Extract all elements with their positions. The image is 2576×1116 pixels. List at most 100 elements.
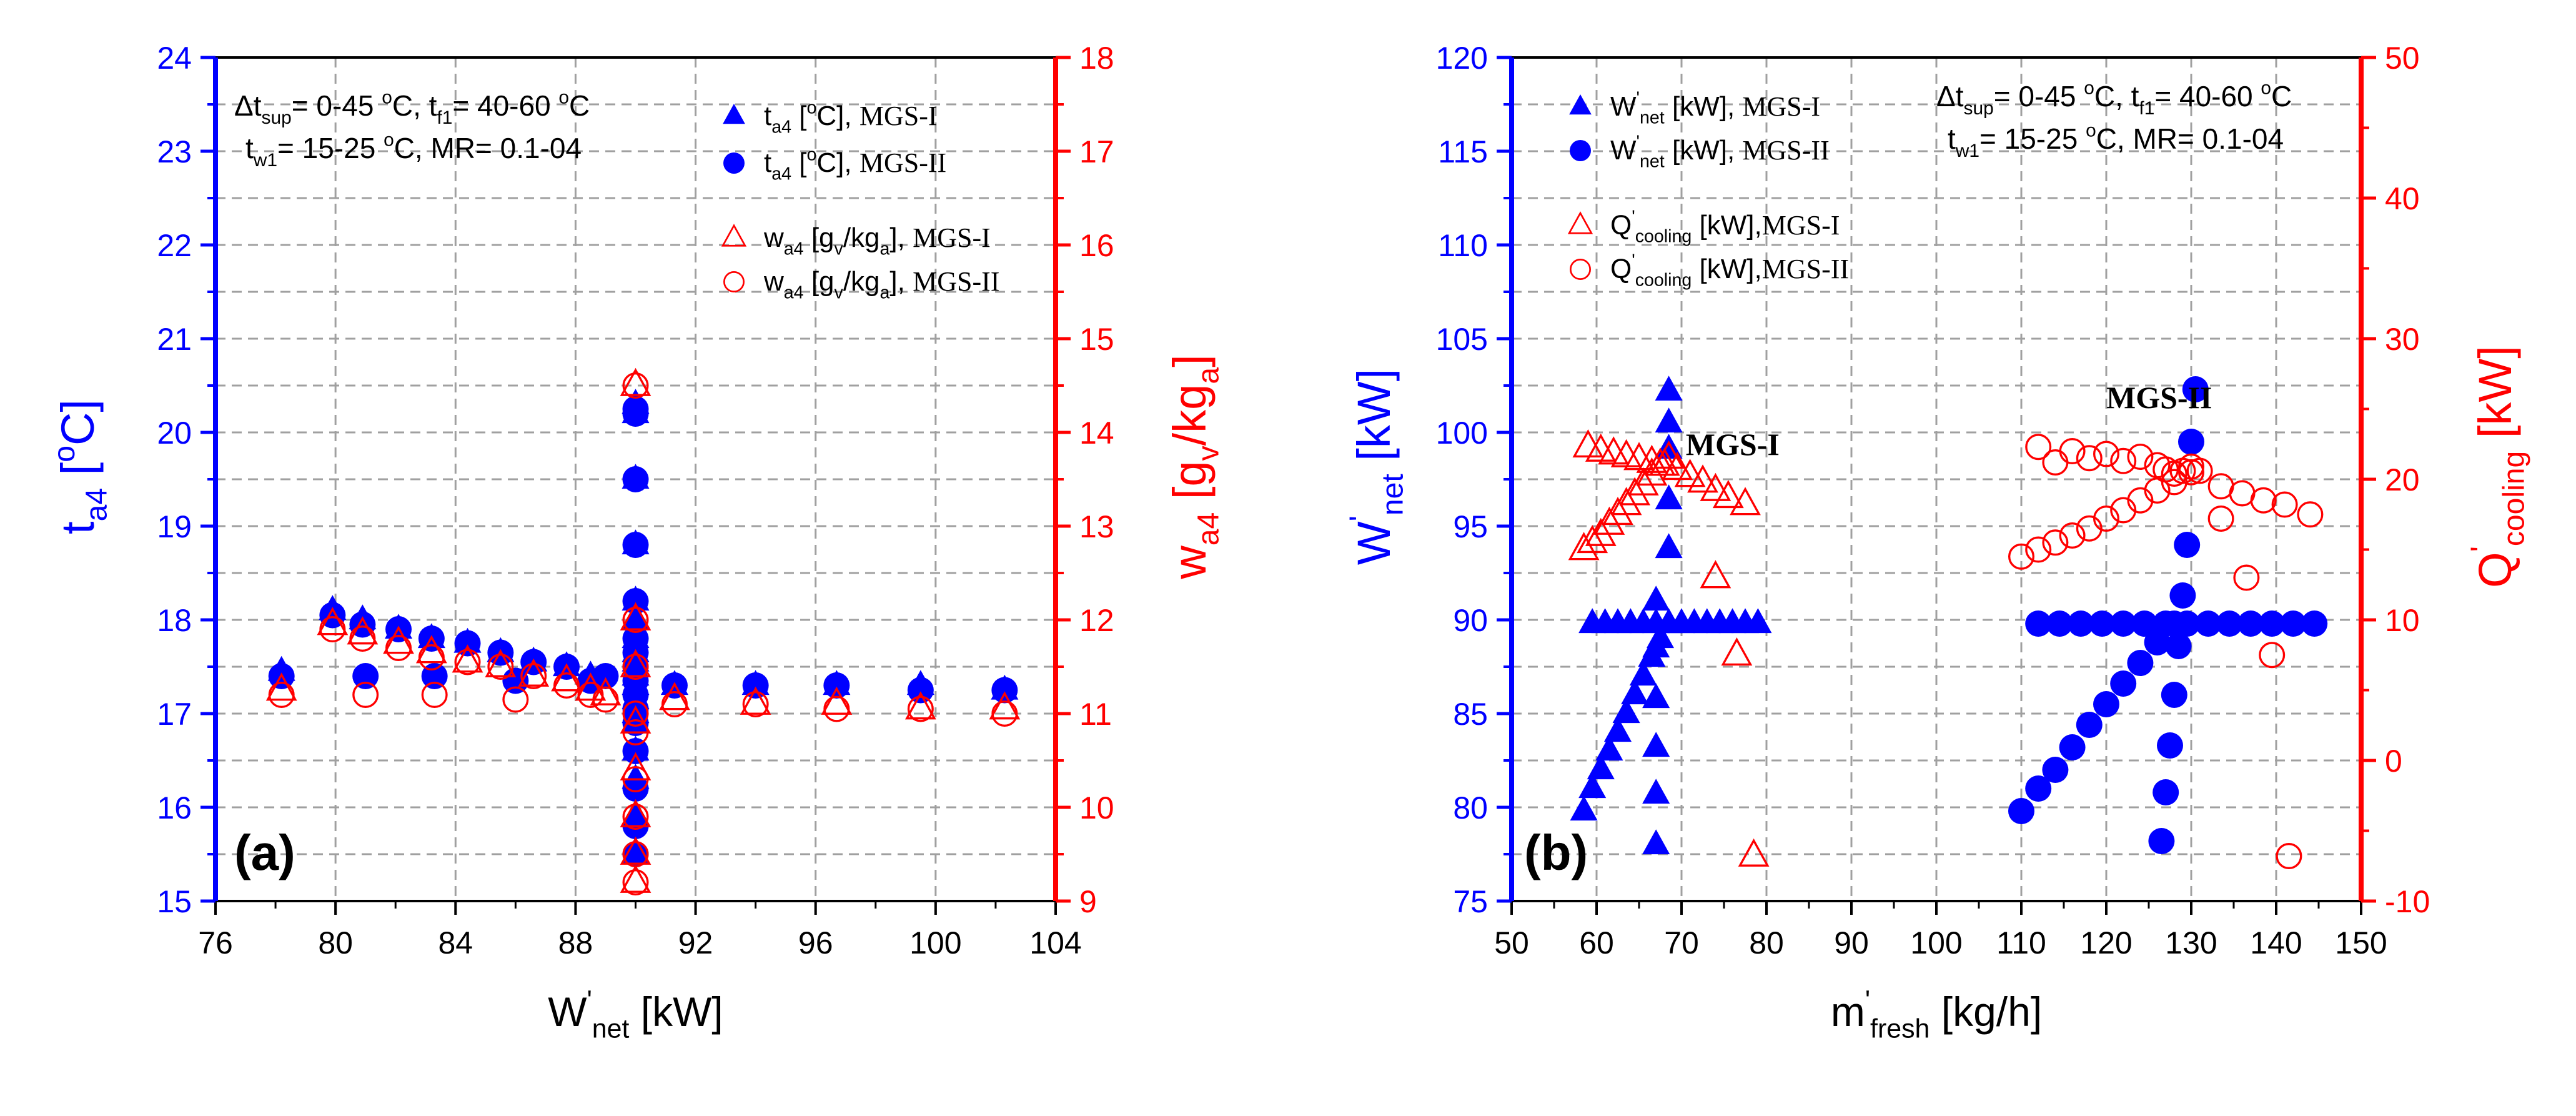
y-right-tick-label: 18 bbox=[1079, 41, 1114, 76]
data-point bbox=[352, 663, 379, 689]
legend-label-part-4: MGS-I bbox=[1762, 210, 1840, 241]
panel-a-conditions-line1-part-2: = 0-45 bbox=[292, 89, 382, 122]
legend-label-part-4: C], bbox=[816, 147, 859, 178]
panel-b-conditions-line2-part-0: t bbox=[1948, 122, 1956, 155]
panel-b-conditions-line2: tw1= 15-25 oC, MR= 0.1-04 bbox=[1948, 121, 2284, 161]
data-point bbox=[1674, 459, 1706, 487]
x-tick-label: 120 bbox=[2080, 925, 2132, 960]
legend-marker bbox=[1569, 94, 1592, 115]
data-point bbox=[553, 672, 580, 699]
legend-label-part-3: o bbox=[807, 145, 817, 165]
panel-b-y-left-title: W'net [kW] bbox=[1344, 369, 1410, 565]
panel-b-y-right-title-part-1: ' bbox=[2465, 546, 2499, 552]
data-point bbox=[1585, 517, 1617, 546]
data-point bbox=[317, 607, 349, 635]
data-point bbox=[520, 663, 547, 690]
panel-a-conditions-line1-part-4: C, t bbox=[392, 89, 437, 122]
y-right-tick-label: 10 bbox=[2385, 603, 2420, 638]
panel-a-y-left-title-part-2: [ bbox=[52, 462, 104, 488]
data-point bbox=[907, 695, 934, 722]
data-point bbox=[622, 604, 650, 630]
data-point bbox=[991, 700, 1018, 727]
legend-label-part-4: MGS-II bbox=[1742, 135, 1829, 166]
legend-marker bbox=[1570, 258, 1592, 280]
data-point bbox=[418, 644, 445, 671]
y-left-tick-label: 23 bbox=[157, 134, 192, 169]
data-point bbox=[2110, 447, 2137, 474]
panel-b-conditions-line2-part-1: w1 bbox=[1955, 141, 1979, 161]
data-point bbox=[1744, 608, 1772, 634]
x-tick-label: 140 bbox=[2250, 925, 2302, 960]
panel-a-x-axis-title-part-3: [kW] bbox=[629, 989, 723, 1035]
data-point bbox=[2152, 610, 2179, 637]
data-point bbox=[2161, 682, 2187, 708]
data-point bbox=[2152, 779, 2179, 805]
y-left-tick-label: 20 bbox=[157, 416, 192, 451]
data-point bbox=[1712, 480, 1744, 509]
data-point bbox=[1730, 487, 1761, 516]
panel-a-y-right-title-part-4: /kg bbox=[1164, 384, 1216, 446]
panel-a-y-left-title-part-0: t bbox=[52, 521, 104, 534]
panel-b-legend-item-2: Q'cooling [kW],MGS-I bbox=[1567, 207, 1840, 246]
panel-a-conditions-line1-part-3: o bbox=[382, 87, 392, 108]
data-point bbox=[2025, 775, 2052, 802]
panel-b-x-axis-title-part-0: m bbox=[1831, 989, 1865, 1035]
data-point bbox=[452, 644, 483, 673]
data-point bbox=[1568, 532, 1600, 560]
y-right-tick-label: 14 bbox=[1079, 416, 1114, 451]
legend-label-part-6: ], bbox=[889, 266, 913, 297]
y-left-tick-label: 15 bbox=[157, 884, 192, 919]
data-point bbox=[1595, 735, 1623, 761]
data-point bbox=[620, 602, 651, 630]
panel-a-conditions-line1-part-1: sup bbox=[262, 107, 292, 128]
x-tick-label: 60 bbox=[1579, 925, 1614, 960]
data-point bbox=[622, 841, 649, 868]
data-point bbox=[1738, 838, 1770, 867]
x-tick-label: 84 bbox=[438, 925, 473, 960]
panel-a-label: (a) bbox=[234, 825, 295, 880]
data-point bbox=[622, 738, 649, 764]
panel-b-x-axis-title-part-2: fresh bbox=[1870, 1014, 1930, 1044]
data-point bbox=[268, 682, 295, 709]
data-point bbox=[2008, 543, 2034, 570]
legend-marker bbox=[723, 103, 745, 124]
data-point bbox=[2259, 610, 2286, 637]
panel-b-conditions-line1-part-7: o bbox=[2261, 78, 2271, 99]
data-point bbox=[1572, 429, 1604, 458]
data-point bbox=[1642, 683, 1670, 709]
y-right-tick-label: 13 bbox=[1079, 509, 1114, 544]
data-point bbox=[620, 367, 651, 396]
data-point bbox=[2076, 445, 2103, 472]
legend-label-part-1: ' bbox=[1632, 207, 1635, 227]
data-point bbox=[2165, 633, 2192, 659]
panel-b-conditions-line2-part-2: = 15-25 bbox=[1979, 122, 2086, 155]
y-right-tick-label: 30 bbox=[2385, 322, 2420, 357]
panel-a-y-left-title-part-1: a4 bbox=[80, 488, 114, 522]
legend-label-part-5: a bbox=[880, 239, 890, 259]
data-point bbox=[622, 606, 649, 633]
legend-label-part-2: net bbox=[1640, 151, 1665, 171]
data-point bbox=[347, 616, 379, 645]
data-point bbox=[622, 804, 649, 830]
data-point bbox=[1629, 660, 1657, 686]
legend-label-part-0: W bbox=[1610, 135, 1637, 166]
panel-b-series-1 bbox=[2008, 376, 2328, 854]
legend-label-part-0: t bbox=[764, 101, 771, 131]
data-point bbox=[622, 766, 649, 793]
panel-b-x-axis-title-part-1: ' bbox=[1865, 985, 1870, 1015]
data-point bbox=[2059, 734, 2086, 760]
y-right-tick-label: 50 bbox=[2385, 41, 2420, 76]
data-point bbox=[2110, 497, 2137, 524]
panel-b-series-2 bbox=[1568, 429, 1770, 867]
data-point bbox=[1642, 585, 1670, 611]
panel-a-conditions-line2-part-2: = 15-25 bbox=[277, 132, 384, 164]
x-tick-label: 130 bbox=[2165, 925, 2217, 960]
panel-b-y-right-title-part-0: Q bbox=[2469, 552, 2521, 588]
data-point bbox=[2233, 564, 2260, 591]
data-point bbox=[2046, 610, 2073, 637]
data-point bbox=[352, 682, 379, 709]
y-right-tick-label: 40 bbox=[2385, 181, 2420, 216]
legend-label: ta4 [oC], MGS-I bbox=[764, 98, 938, 137]
data-point bbox=[620, 836, 651, 865]
